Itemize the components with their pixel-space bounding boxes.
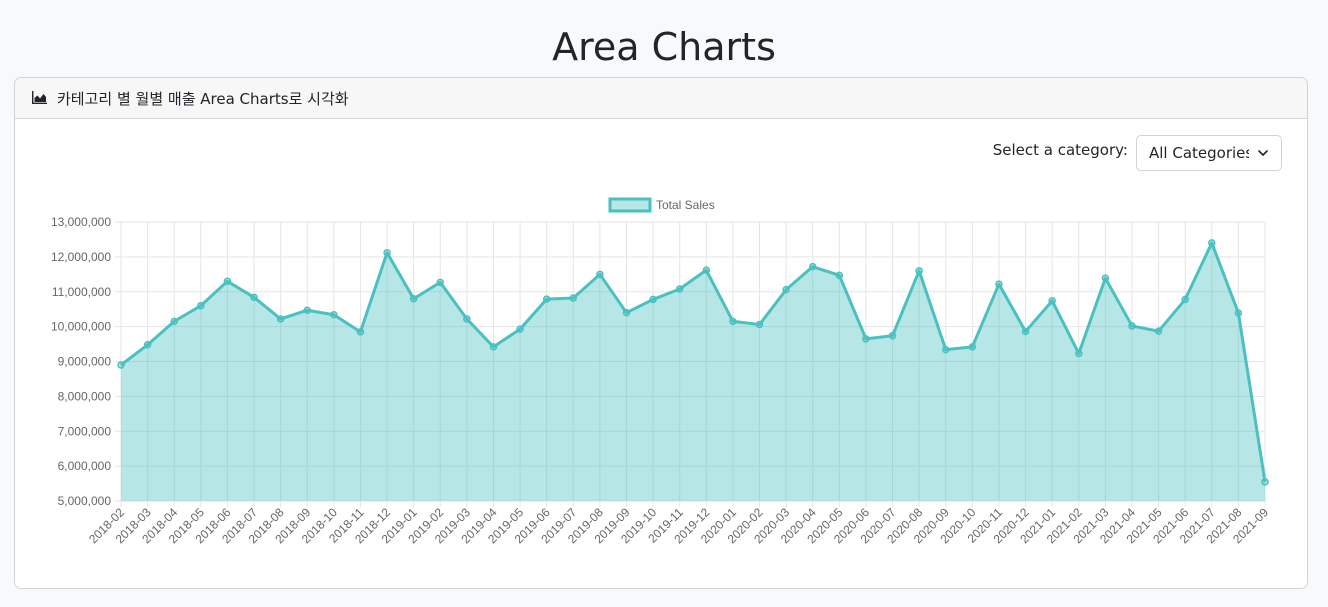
data-point — [915, 267, 923, 275]
data-point — [675, 285, 684, 293]
data-point — [383, 248, 391, 257]
data-point — [117, 361, 125, 369]
data-point — [303, 306, 311, 314]
y-tick-label: 9,000,000 — [58, 355, 112, 369]
card-header-title: 카테고리 별 월별 매출 Area Charts로 시각화 — [57, 89, 349, 108]
data-point — [516, 325, 524, 333]
data-point — [223, 277, 232, 286]
data-point — [170, 317, 178, 326]
data-point — [968, 343, 977, 351]
data-point — [276, 315, 285, 323]
data-point — [1181, 295, 1189, 304]
data-point — [1128, 322, 1136, 330]
series-area-fill — [121, 242, 1265, 501]
card-header: 카테고리 별 월별 매출 Area Charts로 시각화 — [15, 78, 1307, 119]
category-select[interactable]: All Categories — [1136, 135, 1282, 171]
data-point — [596, 270, 604, 279]
data-point — [542, 295, 551, 303]
data-point — [649, 295, 657, 304]
data-point — [808, 262, 817, 271]
chart-points — [117, 239, 1269, 486]
area-chart-icon — [32, 91, 47, 104]
y-tick-label: 8,000,000 — [58, 389, 112, 403]
data-point — [835, 271, 844, 280]
page-title: Area Charts — [552, 25, 776, 69]
data-point — [463, 315, 471, 323]
y-tick-label: 6,000,000 — [58, 459, 112, 473]
y-tick-label: 7,000,000 — [58, 424, 112, 438]
data-point — [755, 320, 764, 329]
data-point — [356, 328, 365, 336]
data-point — [250, 293, 258, 302]
data-point — [995, 280, 1003, 288]
data-point — [1154, 327, 1163, 335]
y-tick-label: 12,000,000 — [51, 250, 111, 264]
data-point — [1208, 239, 1216, 247]
data-point — [1261, 478, 1269, 486]
chart-card: 카테고리 별 월별 매출 Area Charts로 시각화 Select a c… — [14, 77, 1308, 589]
category-select-value: All Categories — [1149, 144, 1249, 162]
y-tick-label: 11,000,000 — [52, 285, 111, 299]
legend[interactable]: Total Sales — [608, 197, 715, 213]
data-point — [569, 294, 578, 302]
chart-area-layer — [120, 241, 1267, 501]
data-point — [1234, 309, 1243, 317]
data-point — [888, 331, 897, 340]
data-point — [1075, 349, 1083, 358]
data-point — [1048, 297, 1056, 305]
chevron-down-icon — [1258, 150, 1268, 156]
data-point — [862, 335, 870, 343]
data-point — [143, 341, 152, 349]
legend-label: Total Sales — [656, 198, 715, 212]
y-tick-label: 5,000,000 — [58, 494, 112, 508]
x-axis-ticks: 2018-022018-032018-042018-052018-062018-… — [86, 505, 1271, 546]
y-tick-label: 10,000,000 — [51, 320, 111, 334]
category-select-label: Select a category: — [992, 141, 1128, 159]
legend-swatch — [608, 197, 652, 213]
data-point — [409, 294, 418, 303]
data-point — [197, 301, 205, 310]
data-point — [330, 311, 338, 319]
series-line — [120, 241, 1267, 483]
data-point — [729, 317, 737, 326]
data-point — [941, 345, 950, 354]
data-point — [1101, 274, 1110, 282]
category-controls: Select a category: All Categories — [993, 135, 1282, 171]
data-point — [702, 266, 711, 274]
area-chart: Total Sales 13,000,000 12,000,000 11,000,0… — [51, 197, 1271, 546]
y-tick-label: 13,000,000 — [51, 215, 111, 229]
data-point — [782, 285, 790, 294]
y-axis-ticks: 13,000,000 12,000,000 11,000,000 10,000,000… — [51, 215, 111, 508]
data-point — [1021, 327, 1030, 336]
data-point — [622, 308, 631, 317]
data-point — [489, 343, 498, 351]
data-point — [436, 278, 445, 287]
